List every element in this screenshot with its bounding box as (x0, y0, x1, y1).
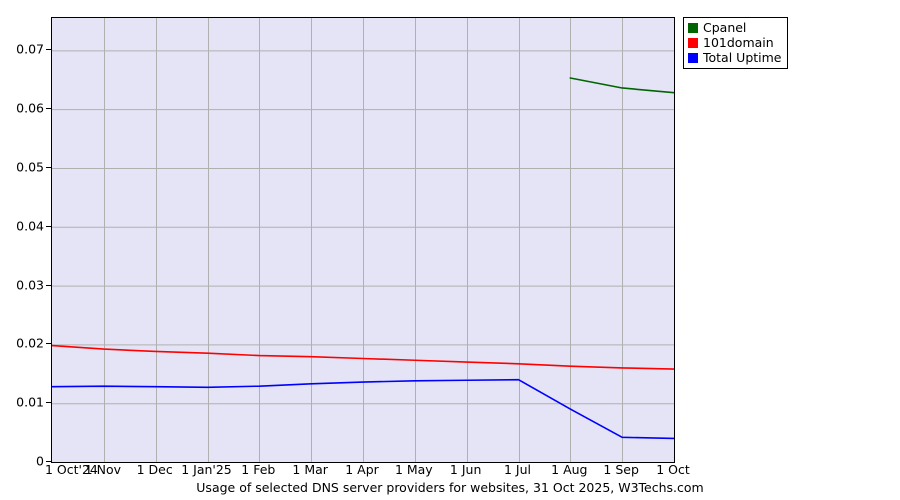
y-axis-tick-mark (46, 285, 52, 286)
legend-item-label: 101domain (703, 35, 774, 50)
series-line (52, 378, 674, 440)
legend: Cpanel 101domain Total Uptime (683, 17, 788, 69)
y-axis-tick-label: 0 (36, 453, 44, 469)
x-axis-tick-label: 1 Oct (656, 462, 690, 477)
y-axis-tick-label: 0.04 (16, 218, 44, 234)
x-axis-tick-label: 1 Nov (84, 462, 121, 477)
x-axis-tick-label: 1 Feb (241, 462, 276, 477)
y-axis-tick-label: 0.03 (16, 277, 44, 293)
chart-caption: Usage of selected DNS server providers f… (196, 480, 704, 495)
gridlines (52, 18, 674, 462)
x-axis-tick-label: 1 Jun (449, 462, 482, 477)
x-axis-tick-label: 1 May (394, 462, 433, 477)
x-axis-tick-label: 1 Sep (603, 462, 639, 477)
legend-item: Total Uptime (688, 50, 782, 65)
legend-item-label: Total Uptime (703, 50, 782, 65)
legend-item: Cpanel (688, 20, 782, 35)
y-axis-tick-mark (46, 343, 52, 344)
x-axis-tick-label: 1 Mar (292, 462, 328, 477)
legend-item-label: Cpanel (703, 20, 747, 35)
x-axis-tick-label: 1 Apr (345, 462, 379, 477)
y-axis-tick-mark (46, 49, 52, 50)
y-axis-tick-label: 0.01 (16, 394, 44, 410)
x-axis-tick-label: 1 Aug (551, 462, 588, 477)
y-axis-tick-label: 0.06 (16, 100, 44, 116)
plot-svg (52, 18, 674, 462)
legend-swatch-icon (688, 22, 698, 33)
series-lines (52, 77, 674, 440)
x-axis: 1 Oct'24 1 Nov 1 Dec 1 Jan'25 1 Feb 1 Mar 1 Ap… (0, 462, 900, 480)
y-axis-tick-mark (46, 461, 52, 462)
legend-swatch-icon (688, 52, 698, 63)
y-axis-tick-mark (46, 402, 52, 403)
y-axis-tick-label: 0.07 (16, 41, 44, 57)
y-axis-tick-mark (46, 167, 52, 168)
y-axis-tick-label: 0.05 (16, 159, 44, 175)
y-axis-tick-mark (46, 108, 52, 109)
x-axis-tick-label: 1 Dec (136, 462, 173, 477)
y-axis: 0 0.01 0.02 0.03 0.04 0.05 0.06 0.07 (0, 0, 44, 500)
y-axis-tick-label: 0.02 (16, 335, 44, 351)
plot-area (51, 17, 675, 463)
x-axis-tick-label: 1 Jul (503, 462, 532, 477)
y-axis-tick-mark (46, 226, 52, 227)
series-line (52, 344, 674, 370)
legend-swatch-icon (688, 37, 698, 48)
series-line (569, 77, 674, 94)
x-axis-tick-label: 1 Jan'25 (181, 462, 232, 477)
x-axis-tick-label: 1 Oct'24 (45, 462, 98, 477)
legend-item: 101domain (688, 35, 782, 50)
